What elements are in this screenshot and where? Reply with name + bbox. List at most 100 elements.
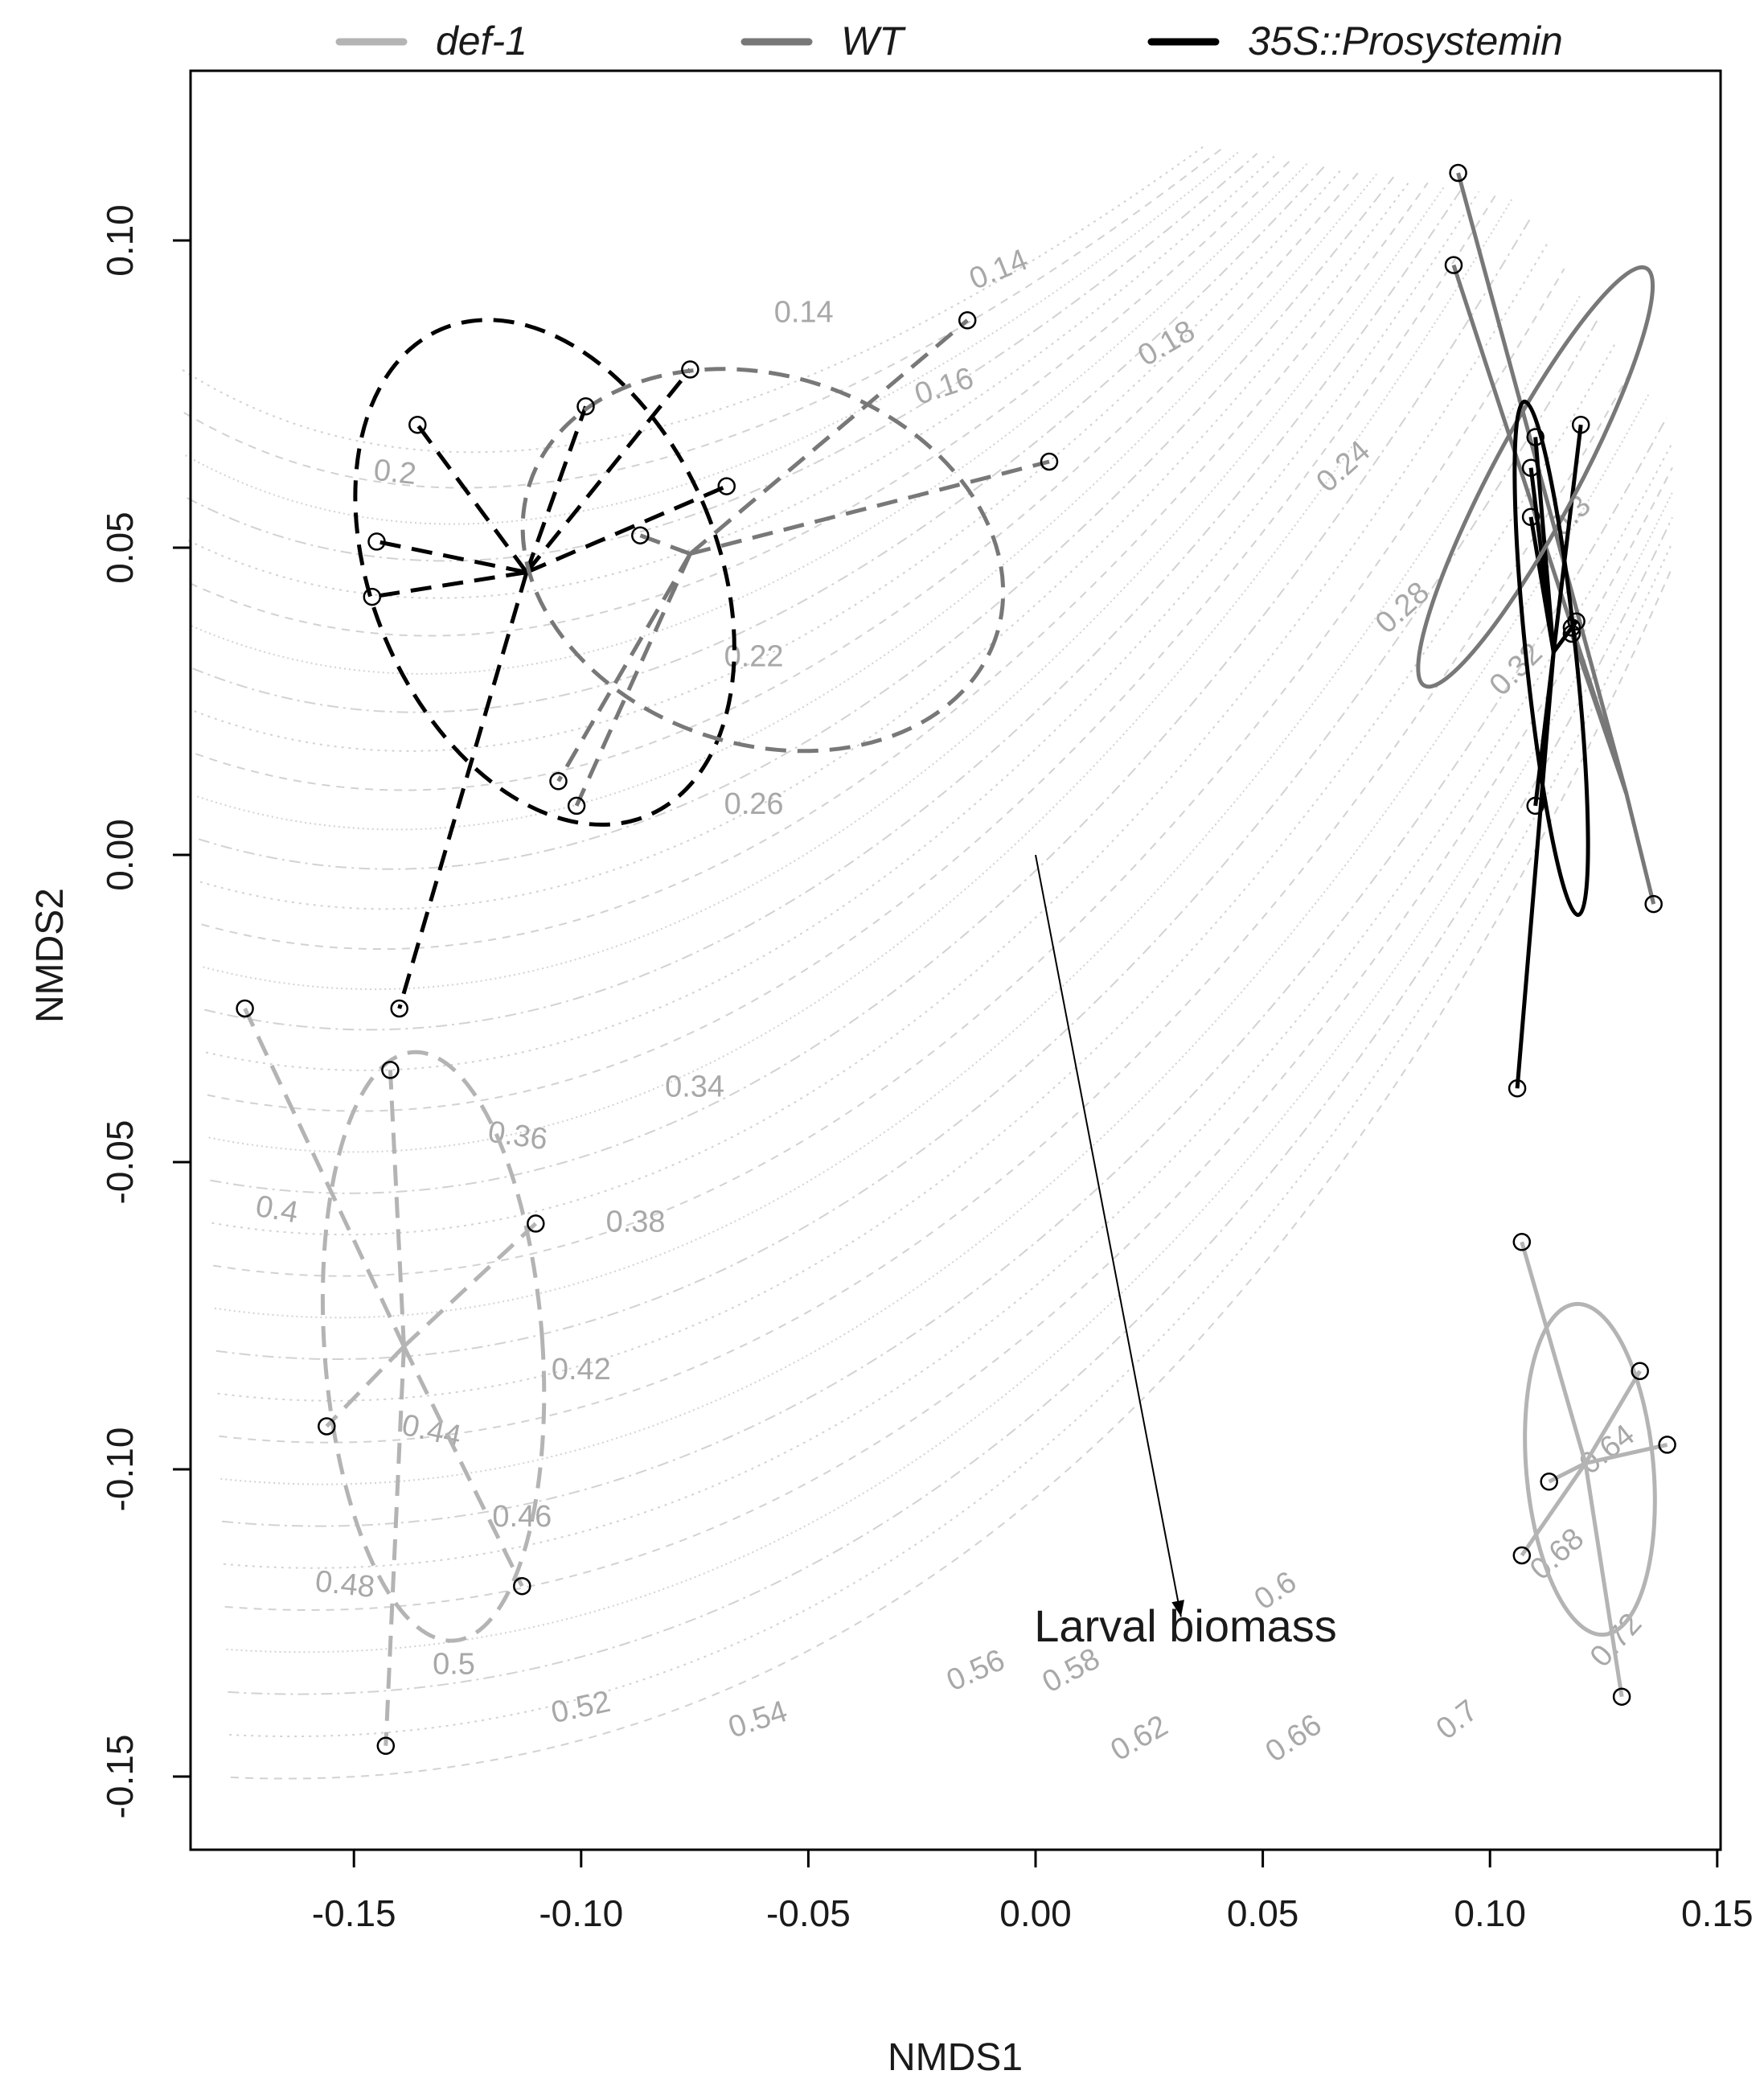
data-point-35s-prosystemin	[367, 532, 386, 551]
spider-line-35s-prosystemin	[1551, 424, 1583, 653]
contour-line	[185, 150, 1241, 525]
data-point-wt	[567, 796, 586, 815]
contour-line	[226, 491, 1673, 1653]
data-point-def-1	[1658, 1436, 1676, 1454]
contour-label: 0.7	[1430, 1694, 1484, 1747]
spider-line-wt	[1624, 793, 1656, 905]
contour-line	[189, 158, 1292, 637]
data-point-def-1	[1512, 1546, 1532, 1565]
x-tick-label: 0.10	[1454, 1892, 1526, 1934]
contour-line	[196, 173, 1377, 831]
contour-line	[211, 243, 1549, 1236]
contour-line	[224, 466, 1673, 1611]
data-point-wt	[549, 772, 568, 791]
spider-line-wt	[688, 318, 969, 556]
contour-label: 0.54	[724, 1695, 791, 1745]
contour-label: 0.32	[1483, 636, 1549, 702]
contour-line	[210, 218, 1531, 1194]
contour-line	[223, 442, 1673, 1569]
data-point-wt	[1040, 452, 1059, 471]
data-point-35s-prosystemin	[576, 397, 595, 416]
contour-label: 0.18	[1132, 314, 1200, 373]
data-point-def-1	[236, 999, 254, 1018]
contour-line	[228, 516, 1673, 1695]
x-axis: -0.15 -0.10 -0.05 0.00 0.05 0.10 0.15	[312, 1848, 1754, 1934]
spider-line-def-1	[1583, 1463, 1624, 1698]
contour-label: 0.4	[253, 1189, 301, 1230]
contour-line	[198, 176, 1395, 870]
data-point-35s-prosystemin	[1526, 796, 1545, 815]
spider-line-def-1	[388, 1070, 406, 1347]
spider-line-def-1	[325, 1345, 406, 1428]
data-point-def-1	[1631, 1362, 1649, 1381]
contour-labels: 0.140.140.160.180.20.220.240.260.280.30.…	[253, 243, 1649, 1769]
x-tick-label: -0.15	[312, 1892, 396, 1934]
y-tick-label: -0.15	[99, 1735, 141, 1819]
spider-line-def-1	[1520, 1241, 1588, 1465]
data-point-35s-prosystemin	[1521, 458, 1540, 477]
y-tick-label: -0.10	[99, 1428, 141, 1512]
contour-line	[192, 164, 1327, 713]
contour-label: 0.56	[941, 1643, 1010, 1698]
spider-line-35s-prosystemin	[397, 571, 529, 1009]
ellipse-wt	[520, 367, 1006, 754]
contour-line	[222, 417, 1668, 1527]
contour-label: 0.16	[911, 361, 978, 412]
x-tick-label: 0.15	[1681, 1892, 1754, 1934]
spider-line-def-1	[1548, 1461, 1587, 1484]
data-point-def-1	[318, 1417, 336, 1436]
contour-label: 0.24	[1310, 434, 1376, 499]
larval-biomass-arrowhead	[1171, 1600, 1184, 1617]
spider-line-35s-prosystemin	[375, 539, 527, 575]
spider-line-35s-prosystemin	[416, 423, 529, 574]
ellipse-wt	[1416, 265, 1655, 689]
y-tick-label: -0.05	[99, 1120, 141, 1205]
data-point-def-1	[1512, 1233, 1532, 1251]
contour-line	[207, 194, 1497, 1112]
spider-line-wt	[556, 553, 692, 783]
larval-biomass-vector: Larval biomass	[1034, 854, 1337, 1651]
data-point-35s-prosystemin	[1508, 1079, 1527, 1098]
y-tick-label: 0.10	[99, 204, 141, 277]
contour-line	[187, 155, 1275, 599]
spider-lines	[243, 172, 1668, 1746]
larval-biomass-arrow	[1035, 854, 1182, 1617]
data-point-35s-prosystemin	[1526, 428, 1545, 446]
x-tick-label: 0.05	[1227, 1892, 1299, 1934]
contour-lines	[182, 144, 1673, 1780]
contour-line	[194, 167, 1344, 752]
contour-label: 0.52	[548, 1685, 613, 1730]
spider-line-35s-prosystemin	[1528, 516, 1556, 653]
spider-line-35s-prosystemin	[525, 368, 692, 574]
contour-line	[219, 368, 1634, 1444]
ellipse-35s-prosystemin	[1512, 399, 1590, 918]
x-tick-label: -0.10	[539, 1892, 623, 1934]
y-tick-label: 0.05	[99, 511, 141, 584]
spider-line-wt	[1456, 172, 1629, 795]
contour-label: 0.34	[665, 1070, 724, 1103]
data-point-def-1	[1540, 1473, 1558, 1491]
spider-line-35s-prosystemin	[371, 570, 527, 599]
legend-label-35s-prosystemin: 35S::Prosystemin	[1248, 18, 1563, 64]
data-point-wt	[631, 526, 650, 544]
spider-line-wt	[574, 553, 692, 807]
data-point-35s-prosystemin	[681, 360, 699, 379]
x-tick-label: -0.05	[766, 1892, 851, 1934]
data-point-wt	[1444, 256, 1463, 274]
spider-line-def-1	[1520, 1461, 1587, 1557]
spider-line-35s-prosystemin	[524, 405, 588, 573]
contour-line	[182, 144, 1207, 454]
legend-label-def-1: def-1	[436, 18, 527, 64]
contour-line	[191, 162, 1310, 675]
y-axis: -0.15 -0.10 -0.05 0.00 0.05 0.10	[99, 204, 192, 1819]
contour-line	[187, 153, 1258, 562]
spider-line-def-1	[1583, 1370, 1642, 1465]
spider-line-35s-prosystemin	[1515, 651, 1556, 1089]
contour-line	[229, 541, 1673, 1738]
ellipse-35s-prosystemin	[353, 318, 736, 827]
data-point-35s-prosystemin	[408, 415, 427, 434]
contour-line	[201, 182, 1429, 951]
spider-line-wt	[1569, 633, 1629, 795]
contour-label: 0.2	[372, 454, 418, 491]
contour-label: 0.26	[724, 787, 784, 821]
